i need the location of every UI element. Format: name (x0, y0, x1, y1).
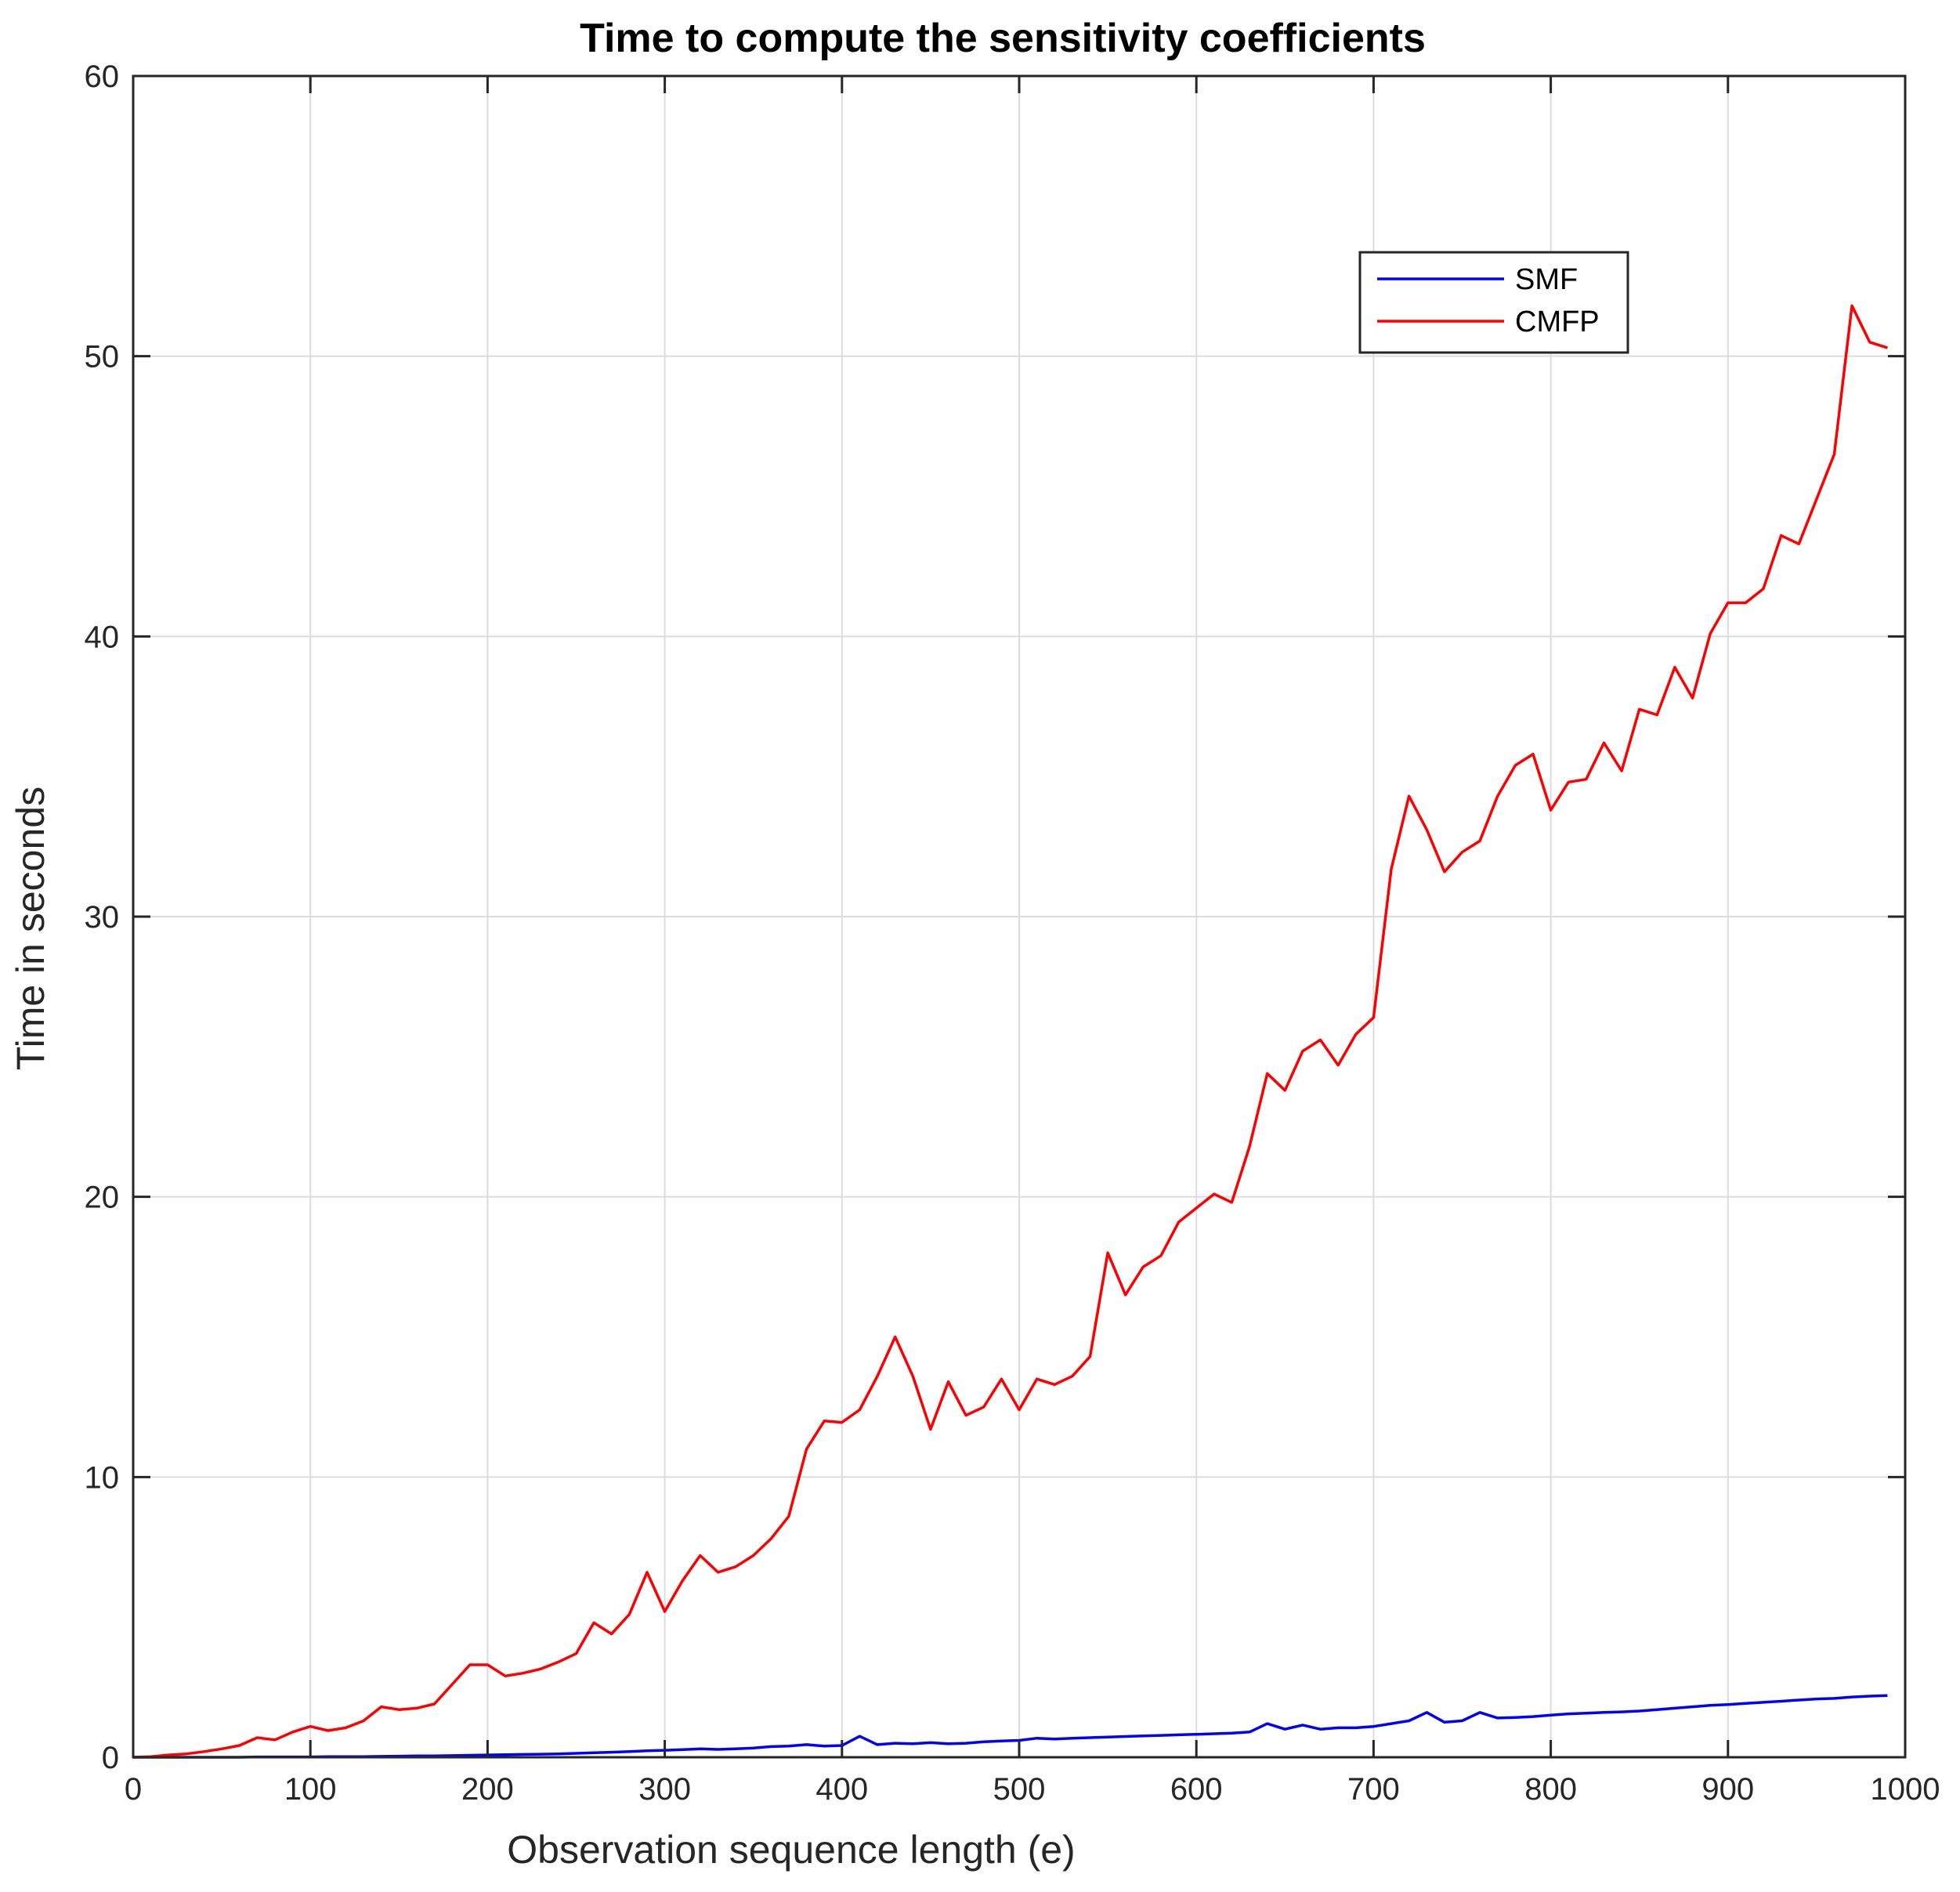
series-layer (132, 304, 1888, 1759)
legend: SMF CMFP (1358, 251, 1629, 354)
series-line-smf (133, 1694, 1888, 1759)
x-tick-label: 200 (461, 1772, 514, 1807)
x-tick-label: 400 (815, 1772, 868, 1807)
x-tick-label: 1000 (1871, 1772, 1940, 1807)
x-tick-label: 700 (1347, 1772, 1400, 1807)
x-axis-label: Observation sequence length (e) (507, 1828, 1075, 1872)
y-tick-label: 0 (102, 1741, 119, 1775)
x-tick-label: 800 (1524, 1772, 1577, 1807)
x-tick-label: 500 (993, 1772, 1046, 1807)
legend-label-cmfp: CMFP (1515, 306, 1600, 338)
y-tick-labels: 0 10 20 30 40 50 60 (85, 60, 120, 1775)
y-tick-label: 40 (85, 620, 120, 654)
x-tick-label: 100 (284, 1772, 337, 1807)
y-tick-label: 60 (85, 60, 120, 94)
x-tick-label: 0 (125, 1772, 142, 1807)
x-tick-label: 600 (1170, 1772, 1223, 1807)
chart-title: Time to compute the sensitivity coeffici… (580, 16, 1426, 61)
x-tick-label: 300 (638, 1772, 691, 1807)
legend-label-smf: SMF (1515, 263, 1578, 296)
y-tick-label: 20 (85, 1181, 120, 1215)
y-tick-label: 10 (85, 1460, 120, 1495)
y-tick-label: 30 (85, 900, 120, 935)
legend-box (1358, 251, 1629, 354)
x-tick-label: 900 (1701, 1772, 1754, 1807)
tick-marks (132, 74, 1907, 1759)
x-tick-labels: 0 100 200 300 400 500 600 700 800 900 1000 (125, 1772, 1940, 1807)
y-axis-label: Time in seconds (9, 787, 52, 1070)
series-line-cmfp (132, 304, 1888, 1759)
y-tick-label: 50 (85, 340, 120, 374)
